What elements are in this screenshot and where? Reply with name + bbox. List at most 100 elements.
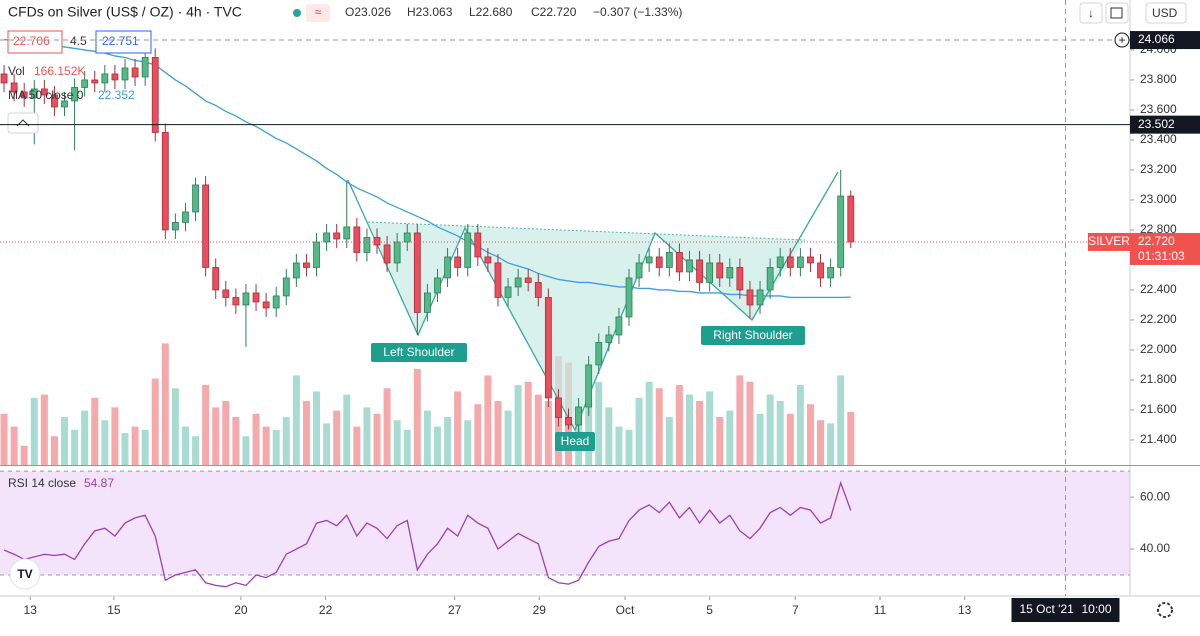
last-price-box (1130, 232, 1200, 265)
candle-body (272, 295, 280, 309)
volume-bar (423, 410, 431, 465)
volume-bar (383, 388, 391, 465)
crosshair-date: 15 Oct '21 (1019, 602, 1074, 616)
volume-bar (504, 410, 512, 465)
collapse-icon (16, 119, 30, 127)
annotation-box (701, 326, 805, 345)
candle-body (20, 91, 28, 99)
x-tick-label: 13 (958, 603, 972, 617)
x-tick-label: Oct (616, 603, 635, 617)
volume-bar (393, 420, 401, 465)
volume-bar (71, 429, 79, 465)
volume-bar (706, 391, 714, 465)
volume-bar (534, 394, 542, 465)
volume-bar (171, 388, 179, 465)
reset-button[interactable] (1105, 2, 1129, 24)
annotation-text: Right Shoulder (713, 328, 792, 342)
volume-bar (716, 417, 724, 465)
candle-body (252, 292, 260, 303)
candle-body (676, 252, 683, 273)
volume-bar (736, 375, 744, 465)
candle-body (222, 289, 230, 298)
y-tick-label: 22.000 (1140, 342, 1177, 356)
volume-bar (10, 426, 18, 465)
volume-bar (282, 417, 290, 465)
volume-bar (111, 407, 119, 465)
y-tick-label: 21.800 (1140, 372, 1177, 386)
symbol-title: CFDs on Silver (US$ / OZ) · 4h · TVC (8, 4, 242, 20)
x-tick-label: 7 (792, 603, 799, 617)
y-tick-label: 23.000 (1140, 192, 1177, 206)
rsi-legend-name: RSI 14 close (8, 476, 76, 490)
volume-bar (262, 426, 270, 465)
crosshair-time-box (1011, 598, 1120, 622)
y-tick-label: 22.200 (1140, 312, 1177, 326)
candle-body (847, 195, 855, 243)
scroll-button[interactable] (1079, 2, 1103, 24)
last-price-label: 22.720 (1138, 234, 1175, 248)
y-tick-label: 22.800 (1140, 222, 1177, 236)
candle-body (585, 364, 593, 408)
candle-body (424, 292, 431, 313)
candle-body (565, 417, 572, 426)
volume-bar (212, 407, 220, 465)
volume-bar (40, 394, 48, 465)
candle-body (837, 195, 845, 268)
candle-body (655, 256, 663, 268)
tv-logo-badge (9, 558, 41, 590)
y-tick-label: 23.400 (1140, 132, 1177, 146)
volume-bar (655, 388, 663, 465)
y-tick-label: 60.00 (1140, 489, 1170, 503)
candle-body (262, 301, 270, 309)
pattern-fill (368, 222, 805, 430)
y-tick-label: 23.800 (1140, 72, 1177, 86)
volume-bar (756, 413, 764, 465)
candle-body (534, 282, 542, 298)
volume-bar (192, 436, 200, 465)
spread: 4.5 (70, 34, 87, 48)
candle-body (524, 277, 532, 283)
candle-body (716, 262, 724, 279)
annotation: Left Shoulder Head Right Shoulder (371, 326, 805, 451)
candle-body (736, 267, 744, 291)
volume-bar (817, 420, 825, 465)
candle-body (10, 82, 18, 93)
candle-body (403, 232, 411, 243)
volume-bar (454, 391, 462, 465)
volume-bar (161, 343, 169, 465)
candle-body (161, 132, 169, 231)
candle-body (615, 316, 623, 336)
x-tick-label: 15 (107, 603, 121, 617)
candle-body (202, 184, 210, 268)
volume-bar (242, 436, 250, 465)
collapse-button[interactable] (7, 112, 39, 134)
settings-icon[interactable] (1157, 602, 1173, 618)
ask-price: 22.751 (102, 34, 139, 48)
crosshair-time: 10:00 (1081, 602, 1111, 616)
bid-box[interactable] (7, 30, 63, 54)
candle-body (393, 241, 401, 264)
volume-bar (81, 410, 89, 465)
candle-body (786, 256, 794, 268)
candle-body (706, 262, 714, 283)
add-alert-button[interactable] (1114, 32, 1130, 48)
candle-body (635, 262, 643, 279)
y-tick-label: 23.200 (1140, 162, 1177, 176)
ask-box[interactable] (95, 30, 152, 54)
candle-body (333, 232, 341, 240)
currency-label: USD (1152, 6, 1178, 20)
volume-bar (222, 401, 230, 465)
volume-bar (595, 381, 603, 465)
candle-body (71, 87, 78, 102)
volume-bar (494, 401, 502, 465)
volume-bar (524, 381, 532, 465)
volume-bar (726, 410, 734, 465)
y-tick-label: 40.00 (1140, 541, 1170, 555)
currency-button[interactable] (1145, 2, 1187, 24)
symbol-tag (1088, 232, 1130, 251)
volume-bar (313, 391, 321, 465)
annotation-text: Head (561, 434, 590, 448)
